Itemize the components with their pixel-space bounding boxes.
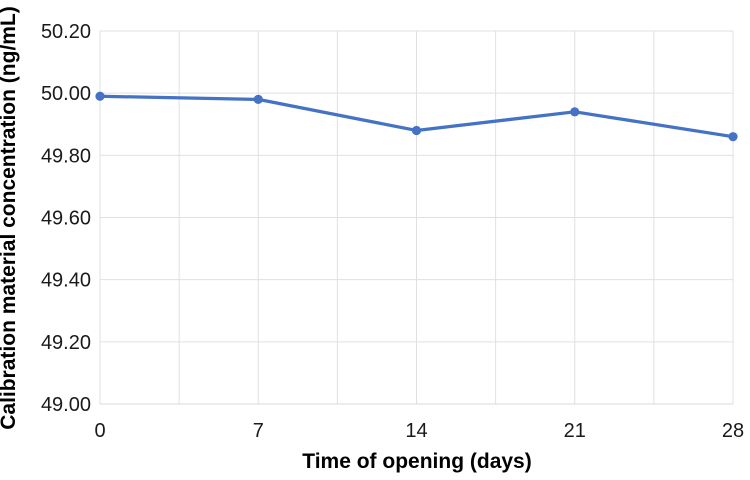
y-tick-label: 50.20 bbox=[41, 21, 91, 43]
y-tick-label: 49.80 bbox=[41, 145, 91, 167]
data-series bbox=[95, 91, 738, 142]
data-point-marker bbox=[411, 125, 422, 136]
y-tick-label: 49.40 bbox=[41, 270, 91, 292]
data-point-marker bbox=[570, 107, 580, 117]
data-point-marker bbox=[728, 132, 738, 142]
x-tick-label: 28 bbox=[722, 420, 744, 442]
x-tick-label: 21 bbox=[564, 420, 586, 442]
gridlines bbox=[99, 30, 734, 405]
axis-tick-labels: 50.20 50.00 49.80 49.60 49.40 49.20 49.000 7 14 2… bbox=[41, 21, 744, 442]
y-tick-label: 49.00 bbox=[41, 394, 91, 416]
y-tick-label: 49.20 bbox=[41, 332, 91, 354]
x-tick-label: 7 bbox=[253, 420, 264, 442]
data-point-marker bbox=[253, 94, 263, 104]
y-tick-label: 50.00 bbox=[41, 83, 91, 105]
y-tick-label: 49.60 bbox=[41, 208, 91, 230]
x-tick-label: 14 bbox=[405, 420, 427, 442]
x-tick-label: 0 bbox=[94, 420, 105, 442]
data-point-marker bbox=[95, 91, 105, 101]
y-axis-title: Calibration material concentration (ng/m… bbox=[0, 6, 20, 430]
x-axis-title: Time of opening (days) bbox=[302, 450, 531, 473]
